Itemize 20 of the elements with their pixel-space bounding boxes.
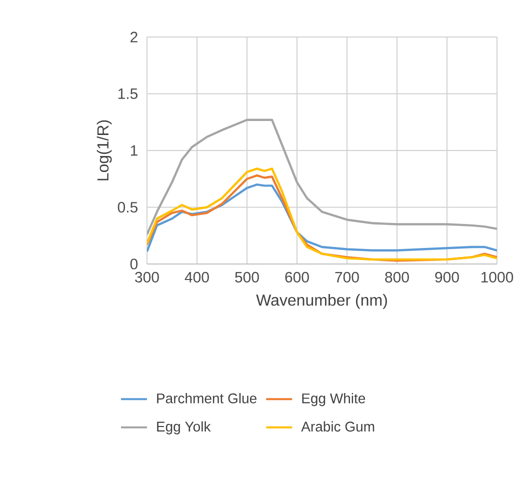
y-tick-label: 1.5 [118,88,138,99]
y-tick-label: 0.5 [118,202,138,213]
x-tick-label: 1000 [481,272,514,282]
x-tick-label: 600 [285,272,309,282]
line-series [147,183,498,253]
x-tick-label: 300 [135,272,159,282]
x-tick-label: 400 [184,272,209,282]
y-tick-label: 0 [130,258,138,270]
y-tick-label: 1 [130,145,138,156]
y-axis-title: Log(1/R) [96,120,112,180]
x-tick-label: 700 [335,272,359,282]
legend-label: Egg White [302,393,366,406]
legend-label: Arabic Gum [301,421,374,432]
x-tick-label: 500 [235,272,259,282]
legend-label: Parchment Glue [157,393,256,404]
x-axis-title: Wavenumber (nm) [256,294,387,309]
legend-label: Egg Yolk [157,421,211,434]
y-tick-label: 2 [130,32,138,42]
x-tick-label: 800 [385,272,409,282]
x-tick-label: 900 [435,272,459,282]
